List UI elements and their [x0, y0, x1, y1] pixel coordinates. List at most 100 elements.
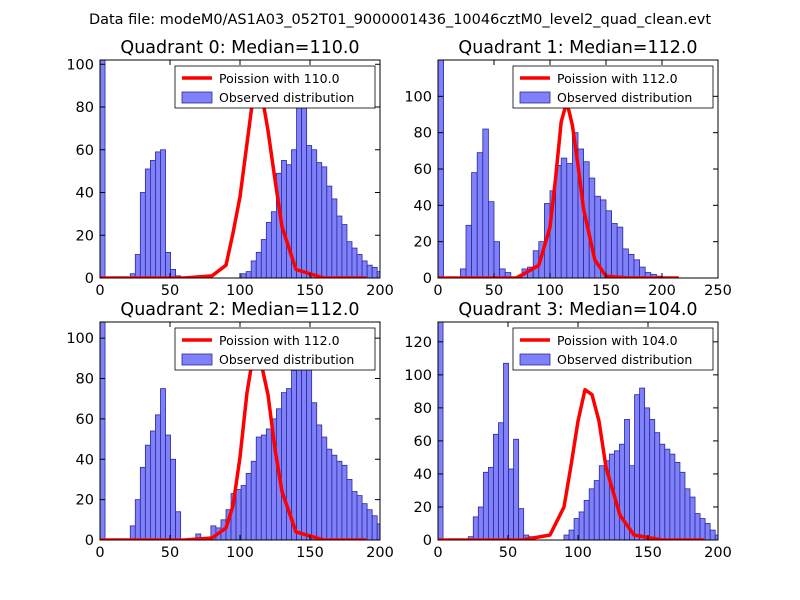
x-tick-label: 150 — [634, 545, 662, 561]
x-tick-label: 50 — [499, 545, 517, 561]
histogram-bar — [593, 480, 600, 540]
histogram-bar — [361, 260, 368, 278]
y-tick-label: 80 — [76, 100, 94, 116]
histogram-bar — [709, 529, 716, 540]
histogram-bar — [240, 485, 247, 540]
histogram-bar — [311, 149, 318, 278]
histogram-bar — [235, 489, 242, 540]
histogram-bar — [498, 422, 504, 540]
histogram-bar — [306, 145, 313, 278]
histogram-bar — [699, 518, 706, 540]
legend: Poission with 112.0 Observed distribution — [174, 327, 376, 371]
histogram-bar — [725, 538, 730, 540]
histogram-bar — [694, 513, 701, 540]
histogram-bar — [382, 532, 387, 540]
histogram-bar — [583, 499, 590, 540]
histogram-bar — [633, 259, 640, 278]
histogram-bar — [503, 362, 509, 540]
histogram-bar — [281, 392, 287, 540]
histogram-bar — [250, 260, 257, 278]
histogram-bar — [563, 534, 570, 540]
histogram-bar — [669, 453, 676, 540]
y-tick-label: 20 — [76, 228, 94, 244]
histogram-bar — [351, 491, 358, 540]
panel-quadrant-0: Quadrant 0: Median=110.0 0 50 100 150 200 0 20 4… — [66, 38, 394, 299]
histogram-bar — [296, 351, 302, 540]
histogram-bar — [149, 160, 156, 278]
x-tick-label: 200 — [366, 283, 394, 299]
histogram-bar — [326, 185, 333, 278]
histogram-bars — [100, 60, 387, 278]
histogram-bar — [134, 499, 141, 540]
histogram-bar — [438, 322, 444, 540]
panel-title: Quadrant 0: Median=110.0 — [120, 38, 359, 58]
histogram-bar — [493, 241, 500, 278]
histogram-bar — [471, 172, 478, 278]
histogram-bar — [659, 443, 666, 540]
histogram-bar — [341, 464, 348, 540]
histogram-bar — [566, 163, 573, 278]
histogram-bar — [100, 60, 106, 278]
histogram-bar — [371, 266, 378, 278]
y-tick-label: 60 — [76, 412, 94, 428]
x-tick-label: 50 — [161, 283, 179, 299]
histogram-bar — [341, 224, 348, 278]
histogram-bar — [472, 516, 479, 540]
histogram-bar — [382, 274, 387, 278]
histogram-bar — [245, 472, 252, 540]
histogram-bar — [160, 149, 166, 278]
legend-label-poisson: Poission with 104.0 — [557, 333, 678, 348]
histogram-bar — [311, 402, 318, 540]
histogram-bar — [351, 247, 358, 278]
histogram-bar — [165, 434, 171, 540]
y-tick-label: 40 — [76, 186, 94, 202]
histogram-bar — [155, 414, 161, 540]
histogram-bar — [649, 419, 656, 540]
histogram-bar — [689, 496, 696, 540]
histogram-bar — [301, 95, 308, 278]
histogram-bar — [306, 368, 313, 540]
legend-label-poisson: Poission with 110.0 — [219, 71, 340, 86]
x-tick-label: 150 — [296, 283, 324, 299]
histogram-bar — [155, 151, 161, 278]
legend-bar-swatch — [181, 353, 213, 366]
y-tick-label: 120 — [404, 335, 432, 351]
x-tick-label: 0 — [433, 283, 442, 299]
x-tick-label: 0 — [95, 545, 104, 561]
histogram-bar — [326, 448, 333, 540]
legend: Poission with 112.0 Observed distribution — [512, 65, 714, 109]
histogram-bar — [144, 444, 151, 540]
y-tick-label: 40 — [414, 198, 432, 214]
histogram-bar — [622, 248, 629, 278]
y-tick-label: 60 — [76, 143, 94, 159]
panel-title: Quadrant 3: Median=104.0 — [458, 300, 697, 320]
histogram-bar — [487, 466, 494, 540]
histogram-bar — [139, 192, 146, 278]
y-tick-label: 80 — [76, 372, 94, 388]
x-tick-label: 100 — [536, 283, 564, 299]
histogram-bar — [286, 164, 292, 278]
histogram-bar — [482, 471, 489, 540]
histogram-bar — [356, 495, 363, 540]
x-tick-label: 100 — [226, 545, 254, 561]
histogram-bar — [134, 254, 141, 278]
panels-container: Quadrant 0: Median=110.0 0 50 100 150 200 0 20 4… — [66, 38, 732, 561]
x-tick-label: 0 — [95, 283, 104, 299]
histogram-bar — [346, 241, 353, 278]
histogram-bar — [100, 322, 106, 540]
panel-quadrant-3: Quadrant 3: Median=104.0 0 50 100 150 200 0 20 4… — [404, 300, 732, 561]
histogram-bar — [270, 211, 277, 278]
legend-label-observed: Observed distribution — [219, 90, 354, 105]
histogram-bar — [476, 152, 484, 278]
histogram-bar — [560, 157, 568, 278]
histogram-bar — [265, 222, 272, 278]
panel-quadrant-2: Quadrant 2: Median=112.0 0 50 100 150 200 0 20 4… — [66, 300, 394, 561]
legend-label-poisson: Poission with 112.0 — [219, 333, 340, 348]
legend-bar-swatch — [181, 91, 213, 104]
x-tick-label: 200 — [704, 545, 732, 561]
histogram-bar — [250, 460, 257, 540]
histogram-bar — [129, 525, 136, 540]
histogram-bar — [605, 210, 612, 278]
histogram-bar — [598, 465, 605, 540]
histogram-bar — [366, 264, 373, 278]
